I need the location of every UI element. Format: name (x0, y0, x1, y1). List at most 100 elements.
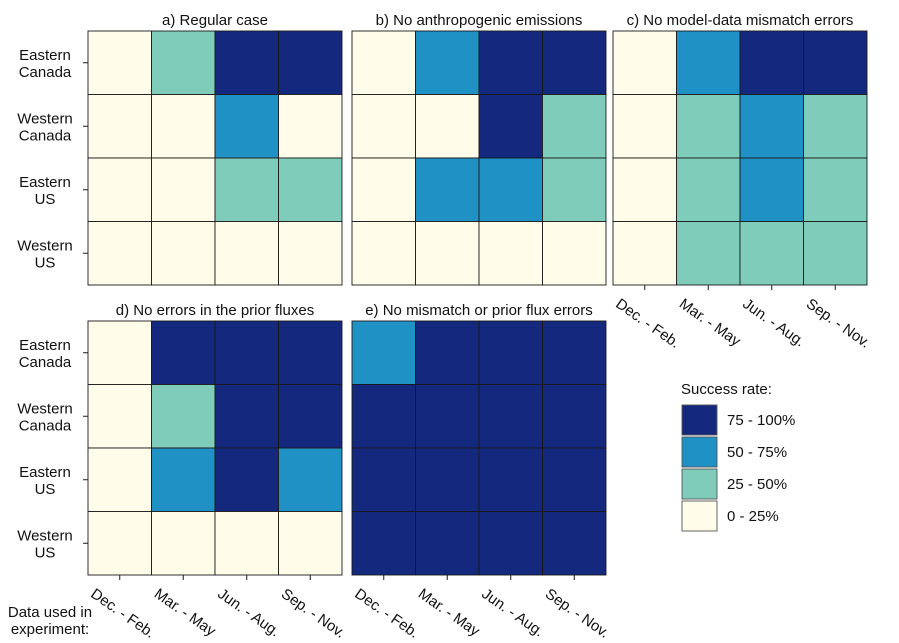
row-label: Western Canada (17, 110, 73, 144)
x-axis-title-text: Data used in experiment: (8, 604, 92, 638)
heatmap-cell (151, 30, 216, 95)
heatmap-cell (478, 511, 543, 576)
heatmap-cell (214, 320, 279, 385)
heatmap-cell (542, 30, 607, 95)
heatmap-cell (351, 157, 416, 222)
heatmap-cell (151, 320, 216, 385)
heatmap-cell (151, 384, 216, 449)
heatmap-cell (278, 384, 343, 449)
heatmap-cell (87, 221, 152, 286)
heatmap-cell (803, 30, 868, 95)
heatmap-panel-4: d) No errors in the prior fluxes Eastern C… (17, 302, 348, 642)
heatmap-cell (415, 30, 480, 95)
column-label: Dec. - Feb. (351, 585, 422, 641)
heatmap-cell (676, 157, 741, 222)
heatmap-cell (214, 157, 279, 222)
heatmap-panel-3: c) No model-data mismatch errors Dec. - F… (612, 12, 873, 352)
column-label: Mar. - May (151, 585, 219, 640)
heatmap-cell (151, 157, 216, 222)
heatmap-cell (542, 320, 607, 385)
legend-label: 0 - 25% (727, 508, 779, 525)
heatmap-cell (278, 320, 343, 385)
heatmap-cell (612, 94, 677, 159)
heatmap-cell (351, 447, 416, 512)
heatmap-cell (278, 30, 343, 95)
legend-swatch (681, 436, 718, 468)
row-label: Eastern Canada (19, 47, 72, 81)
column-label: Jun. - Aug. (214, 585, 282, 640)
heatmap-cell (542, 447, 607, 512)
heatmap-cell (739, 221, 804, 286)
heatmap-cell (739, 94, 804, 159)
heatmap-cell (87, 94, 152, 159)
heatmap-cell (214, 384, 279, 449)
row-label: Western US (17, 237, 73, 271)
heatmap-cell (351, 320, 416, 385)
heatmap-cell (676, 30, 741, 95)
panel-title: b) No anthropogenic emissions (376, 12, 583, 29)
heatmap-cell (214, 511, 279, 576)
column-label: Sep. - Nov. (542, 585, 612, 641)
legend-label: 50 - 75% (727, 444, 787, 461)
heatmap-cell (612, 157, 677, 222)
heatmap-cell (739, 157, 804, 222)
heatmap-cell (415, 320, 480, 385)
heatmap-cell (739, 30, 804, 95)
heatmap-cell (803, 157, 868, 222)
heatmap-cell (542, 94, 607, 159)
heatmap-panel-1: a) Regular case Eastern Canada Western Canad… (17, 12, 343, 286)
heatmap-cell (351, 30, 416, 95)
heatmap-cell (351, 94, 416, 159)
heatmap-cell (214, 30, 279, 95)
legend-swatch (681, 404, 718, 436)
heatmap-cell (612, 221, 677, 286)
heatmap-cell (478, 94, 543, 159)
heatmap-cell (87, 30, 152, 95)
heatmap-cell (612, 30, 677, 95)
heatmap-cell (415, 94, 480, 159)
heatmap-cell (351, 384, 416, 449)
heatmap-cell (278, 447, 343, 512)
heatmap-cell (542, 384, 607, 449)
panel-title: e) No mismatch or prior flux errors (365, 302, 593, 319)
heatmap-cell (478, 447, 543, 512)
heatmap-cell (415, 157, 480, 222)
row-label: Eastern US (19, 174, 71, 208)
row-label: Western US (17, 527, 73, 561)
column-label: Mar. - May (676, 295, 744, 350)
row-label: Western Canada (17, 400, 73, 434)
heatmap-cell (87, 384, 152, 449)
row-label: Eastern US (19, 464, 71, 498)
column-label: Jun. - Aug. (739, 295, 807, 350)
column-label: Dec. - Feb. (87, 585, 158, 641)
heatmap-cell (415, 221, 480, 286)
heatmap-cell (151, 447, 216, 512)
legend-swatch (681, 468, 718, 500)
heatmap-cell (278, 157, 343, 222)
heatmap-cell (87, 511, 152, 576)
heatmap-cell (351, 221, 416, 286)
heatmap-cell (542, 511, 607, 576)
heatmap-cell (676, 94, 741, 159)
heatmap-cell (351, 511, 416, 576)
legend: Success rate: 75 - 100% 50 - 75% 25 - 50% 0 … (681, 381, 795, 532)
panel-title: d) No errors in the prior fluxes (116, 302, 314, 319)
heatmap-cell (214, 447, 279, 512)
heatmap-cell (478, 30, 543, 95)
heatmap-panel-5: e) No mismatch or prior flux errors Dec. … (351, 302, 612, 642)
heatmap-cell (542, 157, 607, 222)
column-label: Mar. - May (415, 585, 483, 640)
heatmap-cell (87, 157, 152, 222)
heatmap-panel-2: b) No anthropogenic emissions (351, 12, 607, 286)
heatmap-cell (151, 221, 216, 286)
heatmap-cell (87, 320, 152, 385)
legend-swatch (681, 500, 718, 532)
panel-title: c) No model-data mismatch errors (627, 12, 854, 29)
column-label: Sep. - Nov. (803, 295, 873, 351)
heatmap-cell (676, 221, 741, 286)
heatmap-cell (803, 94, 868, 159)
heatmap-cell (478, 320, 543, 385)
heatmap-cell (214, 94, 279, 159)
heatmap-cell (278, 221, 343, 286)
